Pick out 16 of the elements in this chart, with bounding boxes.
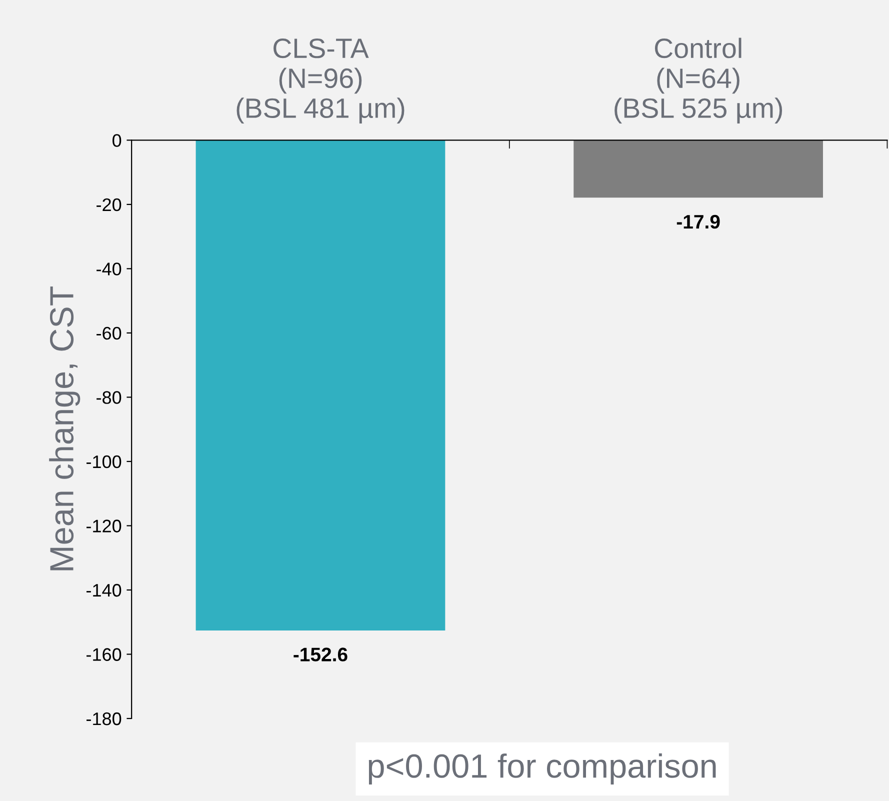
- y-tick-label: -180: [86, 712, 122, 726]
- y-tick-label: -140: [86, 584, 122, 597]
- y-tick-label: -40: [96, 262, 122, 276]
- text: p<0.001 for comparison: [368, 753, 716, 784]
- y-tick-label: -60: [96, 326, 122, 340]
- y-tick-label: 0: [112, 134, 122, 147]
- x-tick-label: CLS-TA (N=96) (BSL 481 µm): [236, 38, 404, 124]
- y-tick-label: -20: [96, 198, 122, 212]
- y-tick-label: -160: [86, 648, 122, 661]
- y-tick-label: -80: [96, 391, 122, 404]
- data-label: -17.9: [676, 214, 720, 229]
- y-tick-label: -100: [86, 455, 122, 468]
- data-label: -152.6: [294, 648, 348, 662]
- x-tick-label: Control (N=64) (BSL 525 µm): [614, 38, 782, 124]
- y-tick-label: -120: [86, 520, 122, 532]
- y-axis-title: Mean change, CST: [49, 286, 80, 570]
